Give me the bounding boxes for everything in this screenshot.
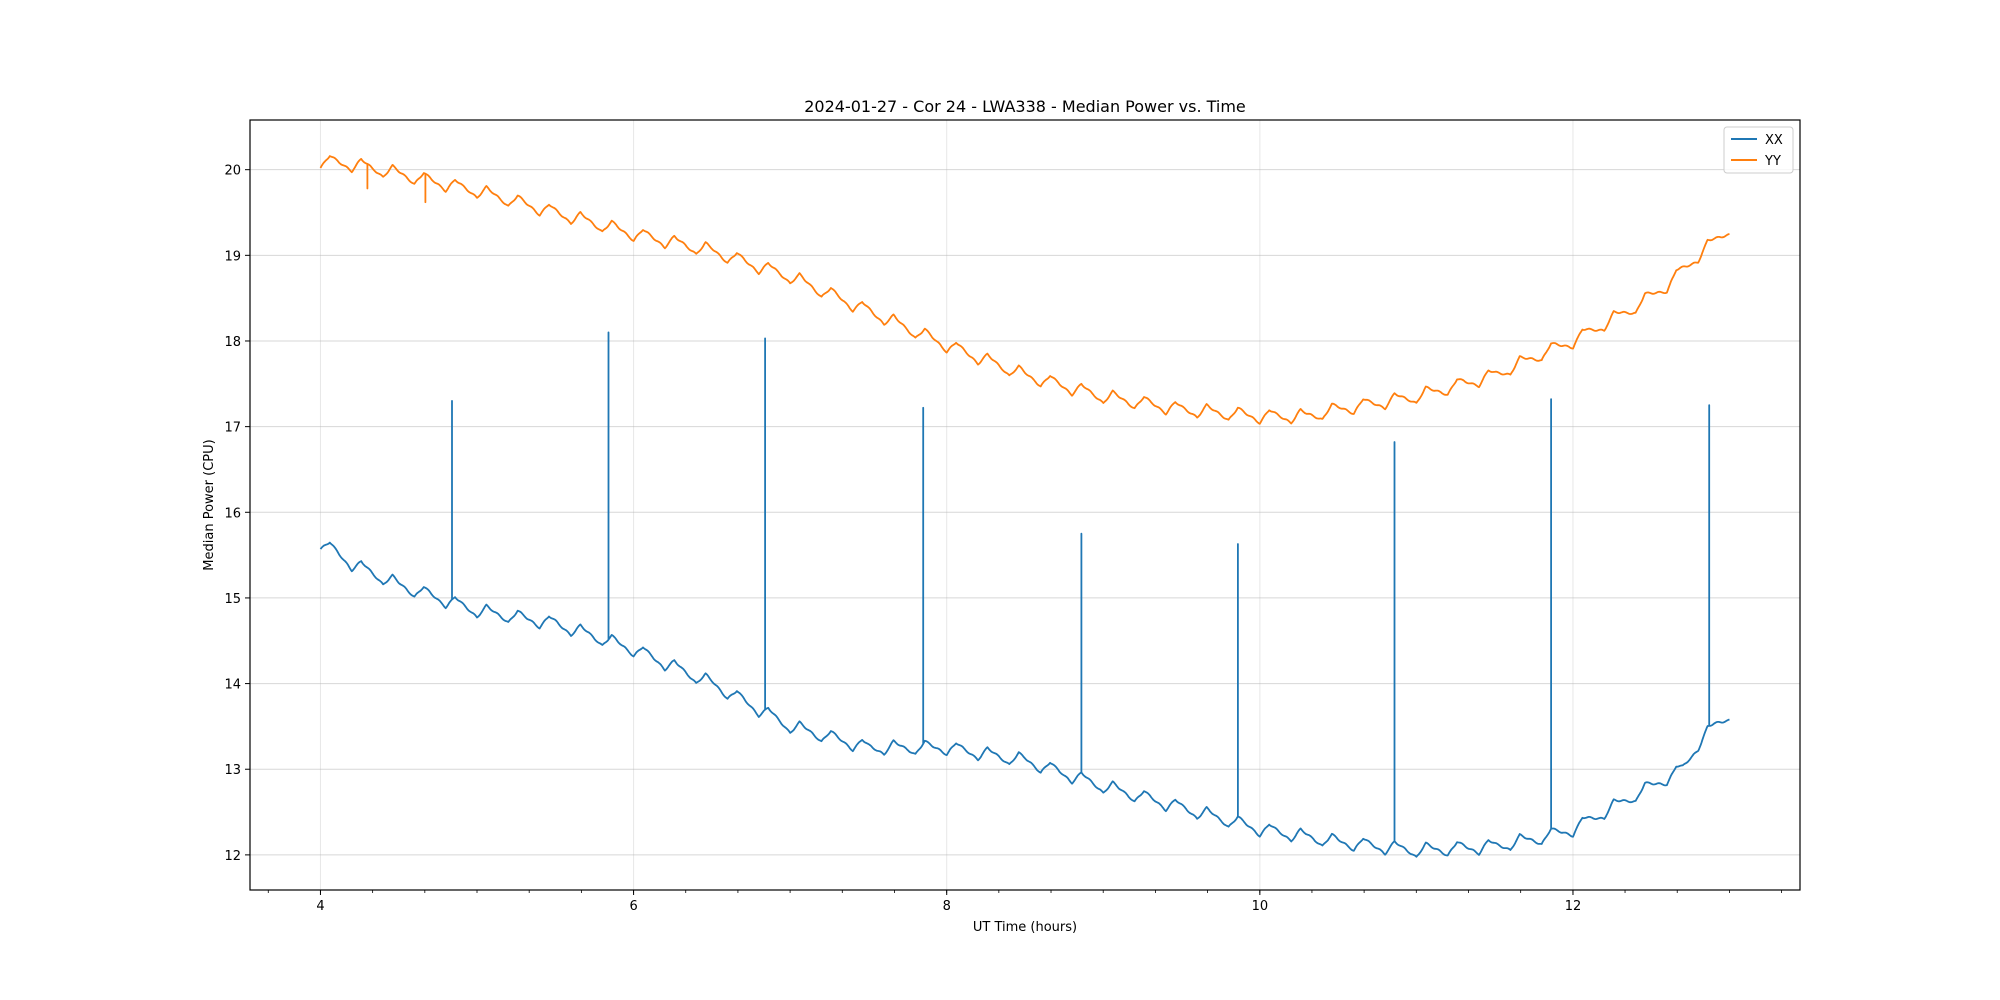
x-tick-label: 10 [1252, 899, 1269, 914]
y-tick-label: 13 [224, 763, 241, 778]
chart-title: 2024-01-27 - Cor 24 - LWA338 - Median Po… [804, 97, 1246, 116]
y-axis-label: Median Power (CPU) [202, 439, 217, 570]
series-line-xx [319, 331, 1730, 858]
ticks: 4 6 8 10 12 12 13 14 15 16 17 18 19 20 [224, 164, 1782, 914]
x-tick-label: 6 [629, 899, 637, 914]
x-tick-label: 8 [943, 899, 951, 914]
y-tick-label: 15 [224, 592, 241, 607]
plot-frame [249, 119, 1801, 891]
legend-label-xx: XX [1765, 133, 1783, 148]
y-tick-label: 14 [224, 678, 241, 693]
y-tick-label: 20 [224, 164, 241, 179]
x-tick-label: 4 [316, 899, 324, 914]
series-lines [319, 155, 1730, 858]
y-tick-label: 12 [224, 849, 241, 864]
y-tick-label: 18 [224, 335, 241, 350]
legend: XX YY [1723, 126, 1794, 174]
series-line-yy [319, 155, 1730, 425]
legend-label-yy: YY [1764, 154, 1781, 169]
y-tick-label: 16 [224, 506, 241, 521]
y-tick-label: 17 [224, 421, 241, 436]
x-axis-label: UT Time (hours) [973, 920, 1077, 935]
grid [250, 120, 1800, 890]
y-tick-label: 19 [224, 249, 241, 264]
x-tick-label: 12 [1565, 899, 1582, 914]
